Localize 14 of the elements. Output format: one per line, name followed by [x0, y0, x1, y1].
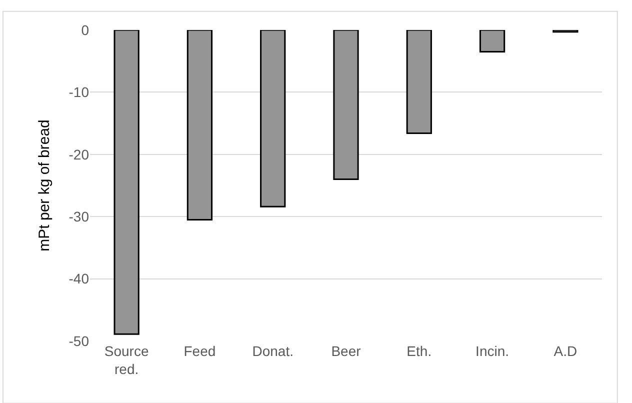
x-tick-label: A.D [554, 343, 578, 359]
x-tick-label: Feed [184, 343, 216, 359]
y-tick-label: -20 [68, 146, 90, 162]
y-tick-label: -50 [68, 332, 90, 349]
x-tick-label: Donat. [252, 343, 294, 359]
x-tick-label: Source red. [104, 343, 149, 378]
x-tick-label: Incin. [476, 343, 510, 359]
y-tick-label: -10 [68, 84, 90, 100]
x-tick-label: Eth. [406, 343, 432, 359]
y-tick-label: -40 [68, 270, 90, 287]
y-tick-label: -30 [68, 208, 90, 224]
y-tick-label: 0 [81, 22, 90, 38]
y-axis-title: mPt per kg of bread [36, 120, 54, 252]
x-tick-label: Beer [331, 343, 362, 359]
